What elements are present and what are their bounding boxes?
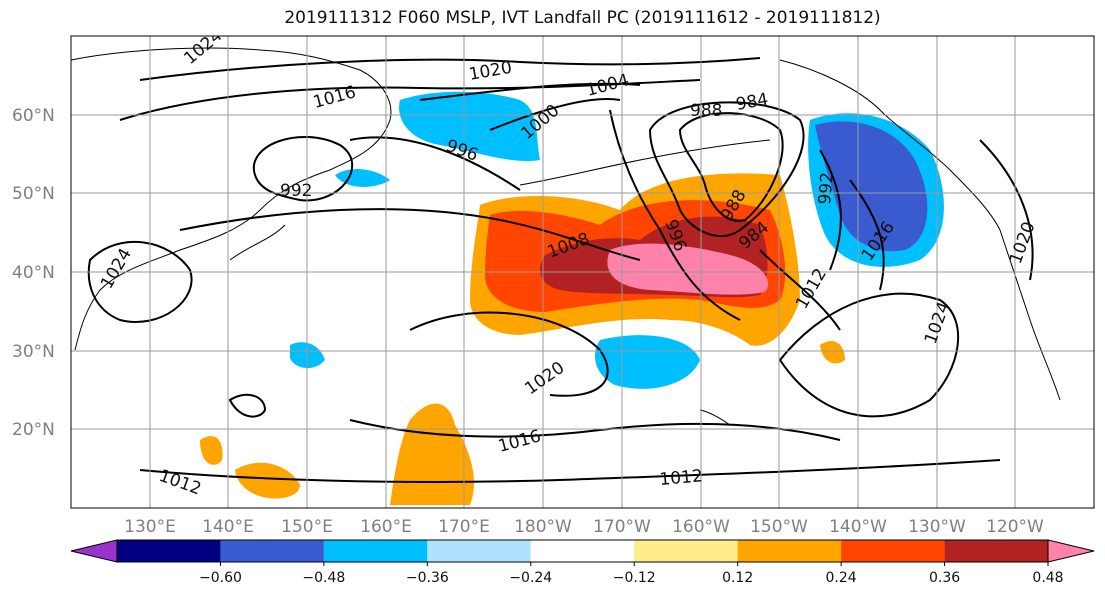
- ivt-negative-japan-sea: [335, 168, 390, 187]
- colorbar-segment: [427, 540, 531, 562]
- contour-1024-east: [778, 292, 960, 418]
- colorbar-segment: [737, 540, 842, 562]
- colorbar-tick-label: −0.24: [509, 570, 552, 586]
- ivt-negative-gulf-alaska-core: [815, 121, 928, 252]
- colorbar-segment: [323, 540, 428, 562]
- contour-1020-east: [979, 139, 1034, 281]
- lon-label: 160°W: [672, 517, 730, 537]
- colorbar-extend-max: [1047, 539, 1095, 563]
- longitude-labels: 130°E 140°E 150°E 160°E 170°E 180°W 170°…: [124, 517, 1044, 537]
- lon-label: 130°E: [124, 517, 176, 537]
- contour-label: 992: [280, 181, 312, 201]
- colorbar-tick-label: −0.48: [302, 570, 345, 586]
- lat-label-30n: 30°N: [12, 342, 55, 362]
- ivt-positive-pink: [607, 243, 769, 295]
- lon-label: 130°W: [908, 517, 966, 537]
- colorbar-extend-min: [70, 539, 118, 563]
- contour-1020-north: [139, 57, 761, 81]
- colorbar-tick-label: 0.24: [826, 570, 857, 586]
- map-frame: [70, 35, 1095, 509]
- contour-small-high: [228, 393, 267, 418]
- colorbar-segment: [220, 540, 324, 562]
- contour-1020-ridge: [409, 311, 609, 397]
- colorbar-tick-label: 0.12: [722, 570, 753, 586]
- lon-label: 170°E: [438, 517, 490, 537]
- coast-asia: [71, 47, 392, 351]
- colorbar-segment: [117, 540, 221, 562]
- contour-label: 1012: [659, 466, 704, 490]
- contour-1024-west: [87, 240, 193, 323]
- colorbar-tick-label: 0.36: [929, 570, 960, 586]
- map-title: 2019111312 F060 MSLP, IVT Landfall PC (2…: [284, 8, 881, 28]
- ivt-positive-sw: [200, 436, 300, 499]
- contour-996-west: [349, 136, 521, 191]
- contour-1012-east: [759, 249, 841, 331]
- colorbar-tick-label: −0.36: [406, 570, 449, 586]
- lon-label: 150°W: [750, 517, 808, 537]
- coast-hawaii: [699, 409, 731, 426]
- lon-label: 120°W: [986, 517, 1044, 537]
- contour-1008: [179, 208, 641, 261]
- lon-label: 150°E: [281, 517, 333, 537]
- colorbar-segment: [530, 540, 635, 562]
- ivt-negative-subtropics: [595, 335, 700, 389]
- contour-992-east: [819, 149, 842, 271]
- lon-label: 180°W: [514, 517, 572, 537]
- lon-label: 160°E: [360, 517, 412, 537]
- latitude-labels: 60°N 50°N 40°N 30°N 20°N: [12, 106, 55, 440]
- lat-label-60n: 60°N: [12, 106, 55, 126]
- colorbar-border: [116, 539, 1049, 563]
- colorbar-tick-label: 0.48: [1032, 570, 1063, 586]
- colorbar-segment: [944, 540, 1048, 562]
- coast-alaska: [779, 59, 1001, 231]
- lat-label-40n: 40°N: [12, 263, 55, 283]
- graticule: [71, 36, 1094, 508]
- coast-japan: [229, 224, 286, 261]
- contour-label: 988: [690, 101, 722, 121]
- colorbar-tick-label: −0.60: [199, 570, 242, 586]
- contour-1004: [419, 82, 641, 101]
- ivt-positive-east: [820, 340, 845, 364]
- contour-1012-south: [139, 459, 1001, 483]
- coast-north-america: [999, 229, 1061, 401]
- colorbar: −0.60 −0.48 −0.36 −0.24 −0.12 0.12 0.24 0.36 0.4…: [70, 539, 1095, 586]
- colorbar-segment: [841, 540, 945, 562]
- contour-label: 992: [815, 171, 838, 205]
- coastlines: [71, 47, 1061, 426]
- lat-label-50n: 50°N: [12, 184, 55, 204]
- ivt-negative-north-pacific: [399, 91, 540, 162]
- coast-aleutians: [519, 139, 771, 186]
- mslp-contours: [87, 57, 1034, 483]
- lat-label-20n: 20°N: [12, 420, 55, 440]
- lon-label: 140°W: [829, 517, 887, 537]
- colorbar-tick-label: −0.12: [613, 570, 656, 586]
- colorbar-segment: [634, 540, 738, 562]
- contour-1000: [489, 98, 621, 131]
- lon-label: 170°W: [593, 517, 651, 537]
- lon-label: 140°E: [202, 517, 254, 537]
